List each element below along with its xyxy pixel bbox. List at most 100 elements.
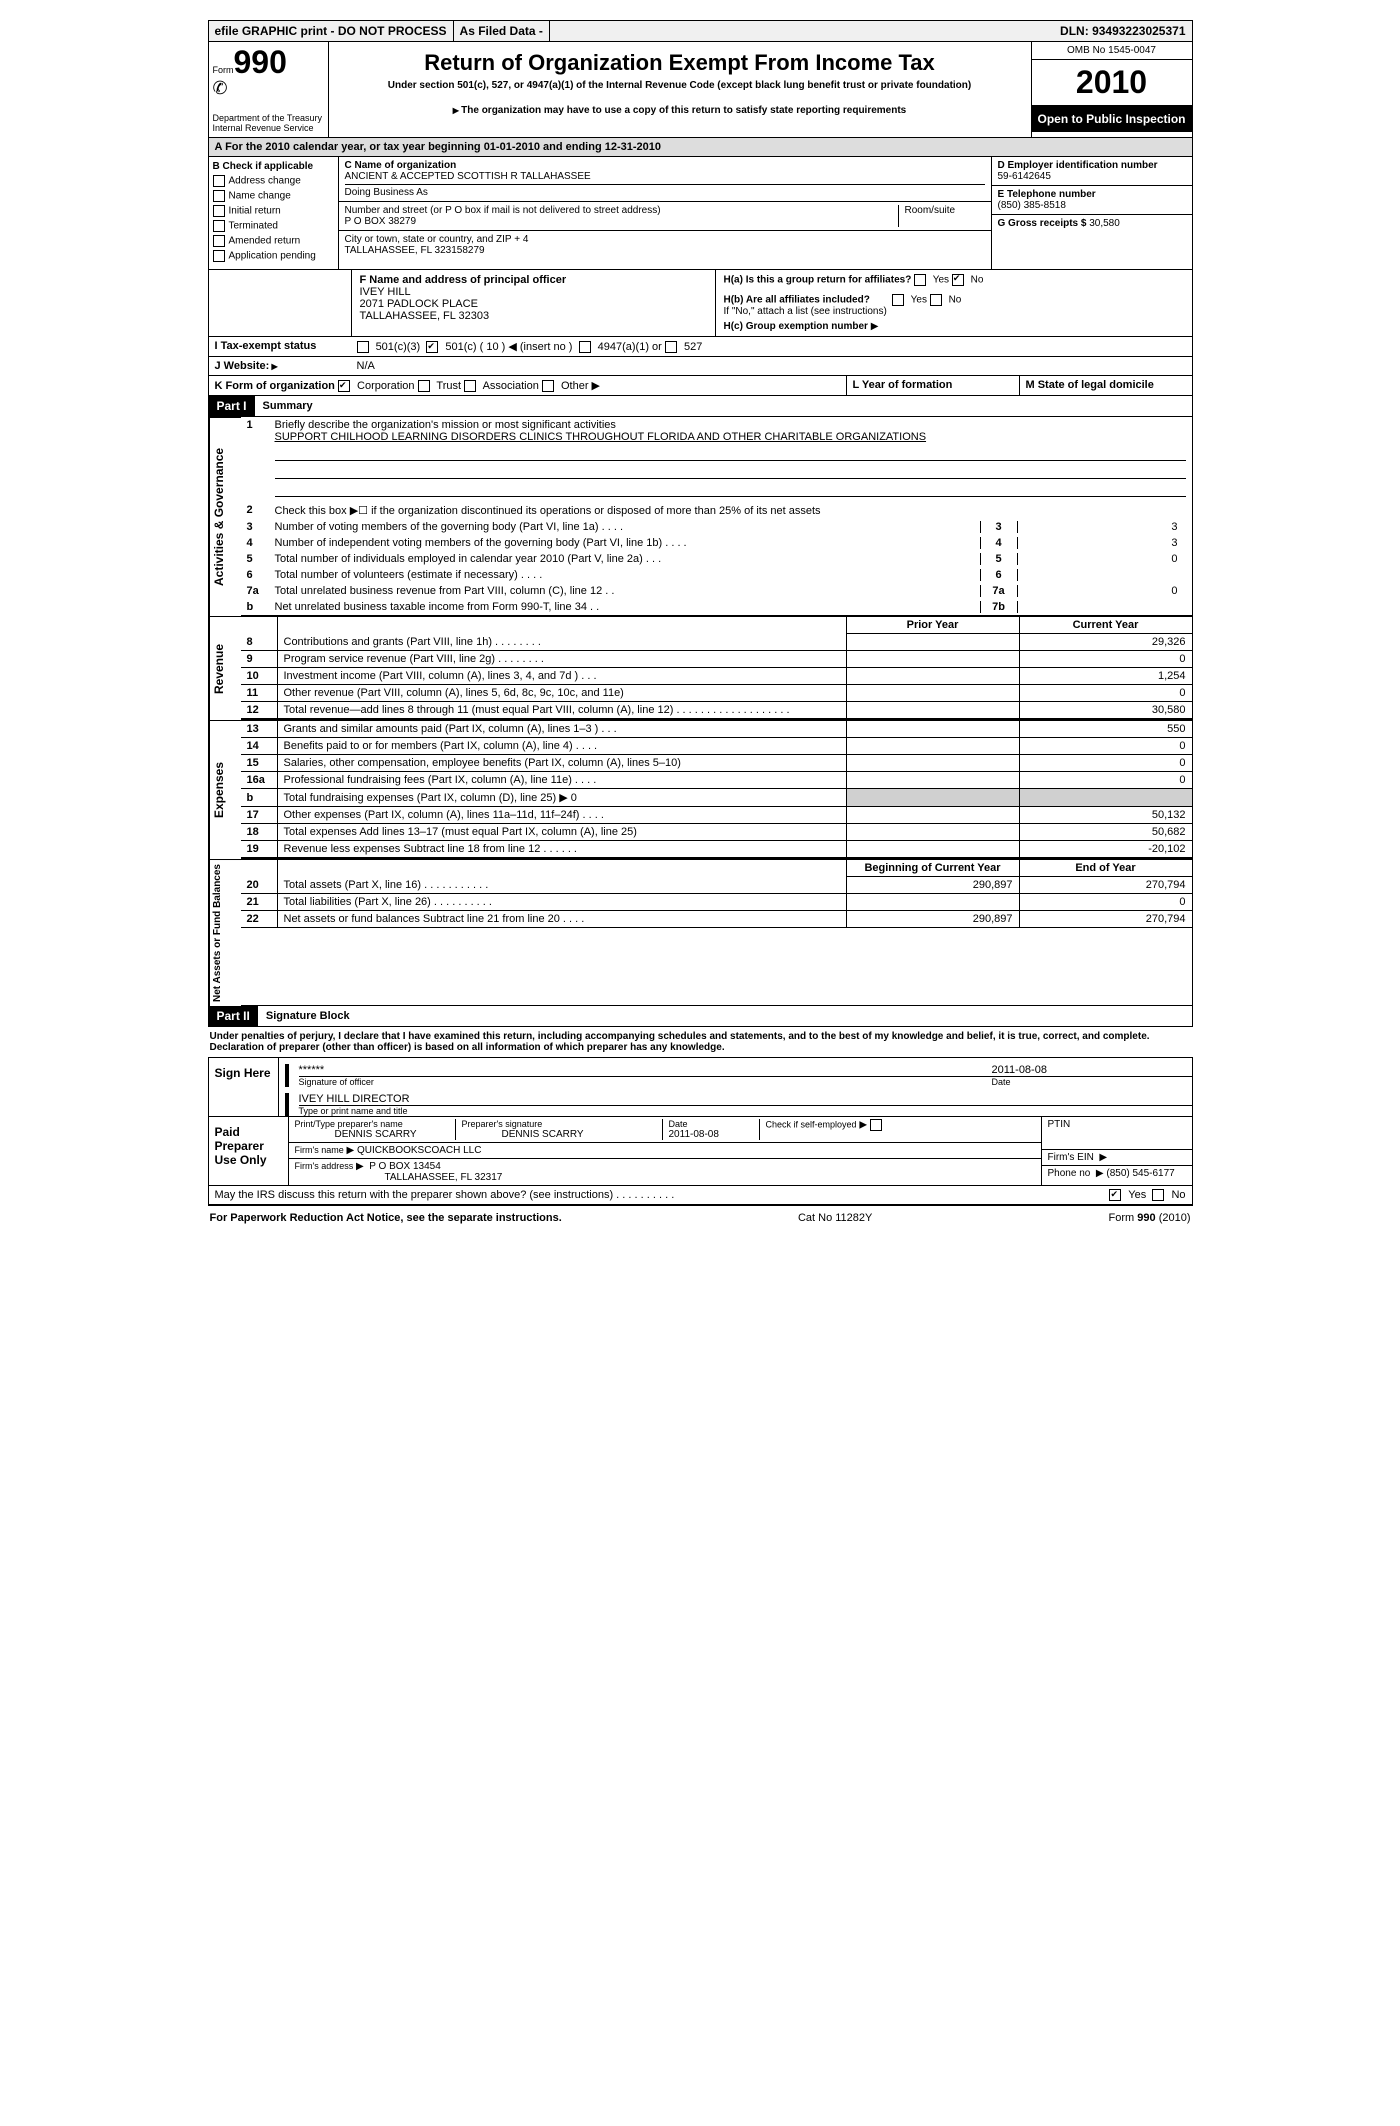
k-corp[interactable] (338, 380, 350, 392)
revenue-section: Prior Year Current Year 8Contributions a… (241, 616, 1192, 720)
boy-header: Beginning of Current Year (846, 860, 1019, 877)
phone-label: Phone no (1048, 1168, 1091, 1179)
current-year-header: Current Year (1019, 617, 1192, 634)
hb-no[interactable] (930, 294, 942, 306)
sign-here-label: Sign Here (209, 1058, 279, 1116)
dln-cell: DLN: 93493223025371 (1054, 21, 1191, 41)
title-right: OMB No 1545-0047 2010 Open to Public Ins… (1032, 42, 1192, 137)
part-2-header: Part II Signature Block (208, 1006, 1193, 1027)
expenses-table: 13Grants and similar amounts paid (Part … (241, 720, 1192, 858)
netassets-section: Beginning of Current Year End of Year 20… (241, 859, 1192, 1006)
box-j: J Website: N/A (208, 357, 1193, 376)
pt-label: Print/Type preparer's name (295, 1119, 455, 1129)
gov-line-4: 4Number of independent voting members of… (241, 535, 1192, 551)
officer-name-title: IVEY HILL DIRECTOR (299, 1093, 1192, 1105)
open-inspection: Open to Public Inspection (1032, 106, 1192, 132)
part-1-label: Part I (209, 396, 255, 416)
ha-yes[interactable] (914, 274, 926, 286)
line-2: 2 Check this box ▶☐ if the organization … (241, 502, 1192, 519)
i-501c[interactable] (426, 341, 438, 353)
netassets-table: Beginning of Current Year End of Year 20… (241, 859, 1192, 928)
table-row: bTotal fundraising expenses (Part IX, co… (241, 789, 1192, 807)
table-row: 11Other revenue (Part VIII, column (A), … (241, 685, 1192, 702)
mission-line-3[interactable] (275, 464, 1186, 479)
discuss-row: May the IRS discuss this return with the… (209, 1185, 1192, 1204)
f-label: F Name and address of principal officer (360, 274, 707, 286)
discuss-no[interactable] (1152, 1189, 1164, 1201)
activities-label: Activities & Governance (209, 417, 241, 616)
table-row: 10Investment income (Part VIII, column (… (241, 668, 1192, 685)
table-row: 13Grants and similar amounts paid (Part … (241, 721, 1192, 738)
hb-yes[interactable] (892, 294, 904, 306)
discuss-yes[interactable] (1109, 1189, 1121, 1201)
org-address: P O BOX 38279 (345, 216, 898, 227)
pra-notice: For Paperwork Reduction Act Notice, see … (210, 1212, 562, 1224)
dba-label: Doing Business As (345, 184, 985, 198)
i-501c3[interactable] (357, 341, 369, 353)
m-label: M State of legal domicile (1020, 376, 1192, 395)
ha-label: H(a) Is this a group return for affiliat… (724, 275, 912, 286)
i-4947[interactable] (579, 341, 591, 353)
table-row: 22Net assets or fund balances Subtract l… (241, 911, 1192, 928)
officer-name: IVEY HILL (360, 286, 707, 298)
check-name[interactable]: Name change (213, 190, 334, 202)
subtitle-2: The organization may have to use a copy … (339, 105, 1021, 116)
cat-no: Cat No 11282Y (798, 1212, 872, 1224)
k-assoc[interactable] (464, 380, 476, 392)
sig-date: 2011-08-08 (992, 1064, 1192, 1076)
self-employed-check[interactable] (870, 1119, 882, 1131)
prep-date-label: Date (669, 1119, 759, 1129)
expenses-label: Expenses (209, 720, 241, 859)
org-city: TALLAHASSEE, FL 323158279 (345, 245, 985, 256)
gov-line-6: 6Total number of volunteers (estimate if… (241, 567, 1192, 583)
asfiled-label: As Filed Data - (454, 21, 550, 41)
j-label: J Website: (209, 357, 351, 375)
c-name-label: C Name of organization (345, 160, 985, 171)
org-name: ANCIENT & ACCEPTED SCOTTISH R TALLAHASSE… (345, 171, 985, 182)
check-amended[interactable]: Amended return (213, 235, 334, 247)
section-a-text: A For the 2010 calendar year, or tax yea… (209, 138, 668, 156)
check-pending[interactable]: Application pending (213, 250, 334, 262)
mission-line-2[interactable] (275, 446, 1186, 461)
box-d-e-g: D Employer identification number 59-6142… (992, 157, 1192, 269)
activities-section: 1 Briefly describe the organization's mi… (241, 417, 1192, 616)
subtitle-1: Under section 501(c), 527, or 4947(a)(1)… (339, 80, 1021, 91)
check-terminated[interactable]: Terminated (213, 220, 334, 232)
form-number-cell: Form990 ✆ Department of the Treasury Int… (209, 42, 329, 137)
prior-year-header: Prior Year (846, 617, 1019, 634)
gov-line-3: 3Number of voting members of the governi… (241, 519, 1192, 535)
preparer-date: 2011-08-08 (669, 1129, 759, 1140)
k-label: K Form of organization (215, 380, 335, 392)
part-1-header: Part I Summary (208, 396, 1193, 417)
table-row: 9Program service revenue (Part VIII, lin… (241, 651, 1192, 668)
firm-ein-label: Firm's EIN (1048, 1152, 1094, 1163)
i-527[interactable] (665, 341, 677, 353)
ha-no[interactable] (952, 274, 964, 286)
paid-preparer-label: Paid Preparer Use Only (209, 1117, 289, 1185)
header-info-block: B Check if applicable Address change Nam… (208, 157, 1193, 270)
prep-sig-label: Preparer's signature (462, 1119, 662, 1129)
part-2-label: Part II (209, 1006, 258, 1026)
k-trust[interactable] (418, 380, 430, 392)
hc-label: H(c) Group exemption number (724, 321, 868, 332)
mission-line-4[interactable] (275, 482, 1186, 497)
firm-phone: (850) 545-6177 (1106, 1168, 1174, 1179)
hb-label: H(b) Are all affiliates included? (724, 295, 870, 306)
omb-number: OMB No 1545-0047 (1032, 42, 1192, 60)
box-b-label: B Check if applicable (213, 161, 334, 172)
dept-2: Internal Revenue Service (213, 123, 324, 133)
check-initial[interactable]: Initial return (213, 205, 334, 217)
firm-name: QUICKBOOKSCOACH LLC (357, 1145, 481, 1156)
f-h-block: F Name and address of principal officer … (208, 270, 1193, 337)
line-1-text: Briefly describe the organization's miss… (275, 419, 616, 431)
self-employed-label: Check if self-employed (766, 1120, 857, 1130)
officer-addr2: TALLAHASSEE, FL 32303 (360, 310, 707, 322)
i-label: I Tax-exempt status (209, 337, 351, 356)
box-c: C Name of organization ANCIENT & ACCEPTE… (339, 157, 992, 269)
k-other[interactable] (542, 380, 554, 392)
signature-block: Sign Here ****** Signature of officer 20… (208, 1057, 1193, 1205)
netassets-label: Net Assets or Fund Balances (209, 859, 241, 1006)
hb-note: If "No," attach a list (see instructions… (724, 306, 1184, 317)
check-address[interactable]: Address change (213, 175, 334, 187)
ein-value: 59-6142645 (998, 171, 1186, 182)
